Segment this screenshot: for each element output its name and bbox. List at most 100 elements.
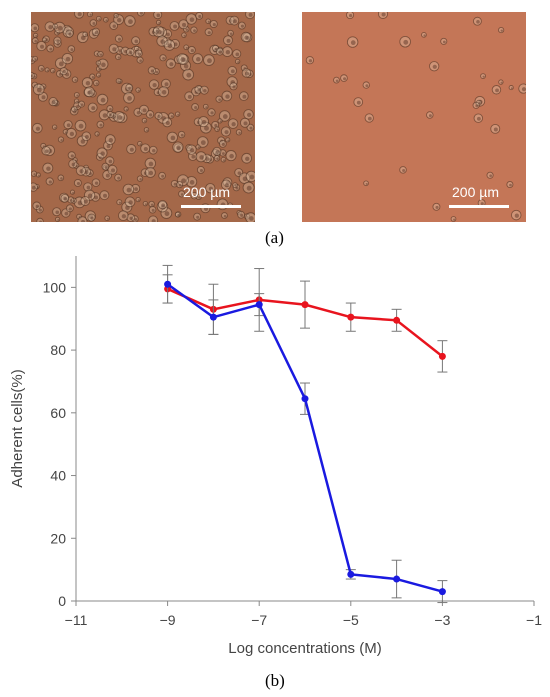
scale-bar-right — [449, 205, 509, 208]
cell — [148, 205, 157, 214]
cell — [159, 54, 167, 62]
cell — [32, 122, 43, 134]
cell — [123, 92, 135, 104]
cell — [83, 189, 96, 201]
y-tick-label: 20 — [50, 530, 66, 546]
cell — [51, 124, 58, 130]
cell — [185, 176, 198, 188]
cell — [67, 151, 76, 160]
cell — [123, 106, 129, 112]
cell — [158, 171, 166, 180]
series-1 — [162, 264, 448, 604]
cell — [98, 109, 110, 121]
cell — [241, 152, 252, 164]
x-tick-label: −11 — [65, 612, 88, 628]
cell — [107, 164, 118, 175]
scale-bar-left — [181, 205, 241, 208]
cell — [52, 23, 59, 30]
cell — [346, 36, 359, 48]
cell — [61, 52, 74, 65]
cell — [74, 119, 87, 132]
cell — [114, 173, 122, 182]
cell — [115, 53, 122, 61]
cell — [145, 110, 155, 119]
cell — [203, 103, 209, 110]
cell — [31, 23, 40, 33]
cell — [71, 76, 79, 83]
cell — [364, 113, 374, 123]
data-point — [209, 313, 217, 321]
y-tick-label: 0 — [58, 593, 66, 609]
cell — [498, 79, 504, 85]
cell — [148, 79, 160, 90]
cell — [134, 49, 143, 58]
cell — [169, 21, 180, 31]
cell — [491, 85, 502, 95]
cell — [78, 100, 85, 108]
cell — [91, 178, 101, 187]
micrograph-left-image — [31, 12, 255, 222]
cell — [141, 117, 148, 124]
cell — [31, 37, 39, 44]
y-tick-label: 40 — [50, 468, 66, 484]
cell — [217, 118, 223, 124]
cell — [187, 45, 196, 55]
y-tick-label: 80 — [50, 342, 66, 358]
cell — [73, 92, 80, 98]
cell — [154, 111, 163, 120]
cell — [71, 105, 78, 113]
cell — [36, 41, 47, 52]
cell — [42, 162, 54, 174]
cell — [41, 37, 47, 43]
cell — [195, 151, 207, 163]
cell — [205, 154, 215, 164]
cell — [240, 31, 252, 43]
cell — [74, 12, 85, 19]
y-axis-label: Adherent cells(%) — [9, 369, 26, 487]
cell — [160, 207, 173, 219]
cell — [124, 196, 136, 208]
cell — [333, 76, 340, 84]
cell — [69, 189, 76, 195]
cell — [173, 143, 183, 153]
cell — [161, 78, 171, 89]
cell — [195, 144, 201, 150]
cell — [241, 68, 252, 78]
cell — [65, 127, 77, 139]
data-point — [438, 588, 446, 596]
cell — [118, 210, 129, 221]
cell — [421, 31, 427, 38]
cell — [76, 31, 89, 44]
cell — [52, 207, 62, 217]
cell — [157, 200, 168, 210]
cell — [242, 181, 255, 194]
cell — [89, 73, 96, 80]
cell — [67, 45, 76, 53]
cell — [136, 12, 145, 17]
cell — [181, 32, 187, 38]
cell — [95, 60, 102, 66]
cell — [432, 202, 441, 211]
cell — [440, 37, 448, 45]
cell — [35, 205, 44, 214]
cell — [362, 81, 370, 89]
cell — [91, 27, 101, 36]
cell — [89, 19, 98, 27]
cell — [87, 12, 93, 18]
cell — [87, 102, 98, 113]
cell — [103, 17, 109, 23]
cell — [125, 83, 134, 92]
cell — [144, 157, 157, 170]
cell — [211, 120, 220, 129]
cell — [32, 83, 45, 96]
cell — [426, 111, 434, 119]
cell — [73, 196, 86, 209]
cell — [429, 61, 440, 72]
cell — [144, 167, 156, 178]
cell — [220, 156, 227, 163]
cell — [184, 91, 195, 102]
data-point — [301, 301, 309, 309]
cell — [137, 140, 143, 147]
cell — [113, 14, 125, 25]
cell — [83, 86, 95, 98]
